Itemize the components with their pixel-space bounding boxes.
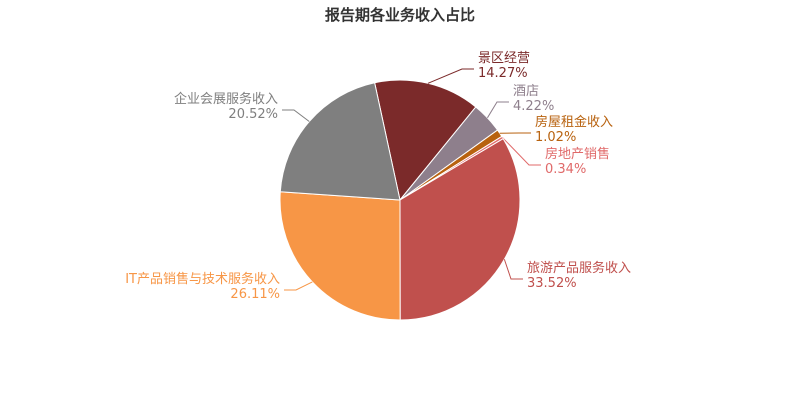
slice-value: 4.22% xyxy=(513,99,554,114)
slice-value: 0.34% xyxy=(545,162,586,177)
pie-slice xyxy=(279,82,401,201)
pie-slice xyxy=(374,79,477,202)
leader-line xyxy=(282,109,310,122)
slice-label: 企业会展服务收入 xyxy=(174,91,278,107)
slice-label: 房屋租金收入 xyxy=(535,114,613,130)
leader-line xyxy=(427,68,474,84)
leader-line xyxy=(502,137,541,166)
leader-line xyxy=(487,101,509,119)
slice-label: 旅游产品服务收入 xyxy=(527,260,631,276)
slice-label: IT产品销售与技术服务收入 xyxy=(125,271,280,287)
leader-line xyxy=(503,259,523,280)
slice-label: 酒店 xyxy=(513,84,539,99)
slice-value: 26.11% xyxy=(230,287,280,302)
slice-value: 33.52% xyxy=(527,276,577,291)
slice-value: 1.02% xyxy=(535,130,576,145)
leader-line xyxy=(284,281,313,291)
chart-title: 报告期各业务收入占比 xyxy=(325,6,475,24)
slice-label: 房地产销售 xyxy=(545,146,610,162)
pie-slice xyxy=(399,137,521,321)
pie-slice xyxy=(279,191,401,321)
slice-value: 14.27% xyxy=(478,66,528,81)
slice-label: 景区经营 xyxy=(478,51,530,66)
slice-value: 20.52% xyxy=(228,107,278,122)
